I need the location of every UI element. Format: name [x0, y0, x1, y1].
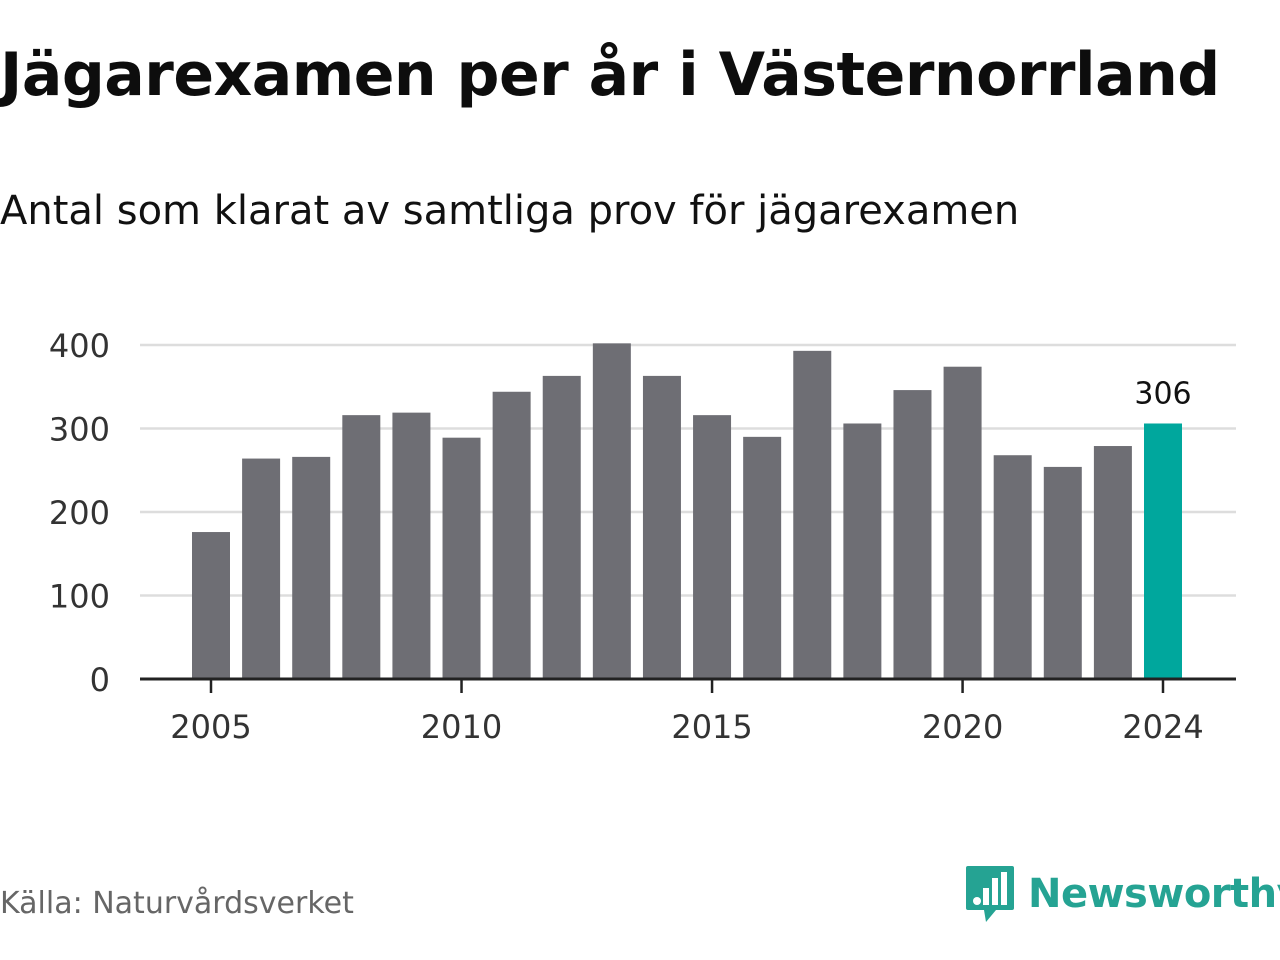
- bar: [292, 456, 331, 679]
- y-tick-label: 0: [90, 661, 110, 699]
- source-note: Källa: Naturvårdsverket: [0, 886, 354, 921]
- bar: [442, 437, 481, 679]
- bar: [492, 391, 531, 679]
- bar: [693, 415, 732, 679]
- bar: [192, 532, 230, 679]
- brand-logo: Newsworthy: [964, 864, 1280, 924]
- tick-labels: 0 100 200 300 400 306 2005 2010 2015 2020 2024: [49, 327, 1236, 746]
- y-tick-label: 100: [49, 578, 110, 616]
- bars: [192, 343, 1182, 679]
- bar: [843, 423, 882, 679]
- bar: [793, 350, 832, 679]
- x-tick-label: 2015: [671, 708, 752, 746]
- bar: [1093, 446, 1132, 679]
- y-tick-label: 200: [49, 494, 110, 532]
- chart-title: Jägarexamen per år i Västernorrland: [0, 40, 1220, 110]
- bar: [893, 390, 932, 679]
- bar: [542, 375, 581, 679]
- x-tick-label: 2005: [170, 708, 251, 746]
- bar: [642, 375, 681, 679]
- bar: [392, 412, 431, 679]
- bar: [1043, 466, 1082, 679]
- y-tick-label: 400: [49, 327, 110, 365]
- bar: [993, 455, 1032, 679]
- bar: [592, 343, 631, 679]
- y-tick-label: 300: [49, 411, 110, 449]
- x-tick-label: 2024: [1122, 708, 1203, 746]
- bar: [242, 458, 281, 679]
- brand-name: Newsworthy: [1028, 871, 1280, 917]
- bar: [943, 366, 982, 679]
- bar: [342, 415, 381, 679]
- bar-highlight: [1144, 423, 1182, 679]
- x-tick-label: 2010: [421, 708, 502, 746]
- data-label: 306: [1134, 376, 1191, 411]
- newsworthy-logo-icon: [966, 866, 1014, 922]
- chart-subtitle: Antal som klarat av samtliga prov för jä…: [0, 188, 1020, 234]
- x-tick-label: 2020: [922, 708, 1003, 746]
- bar: [743, 436, 782, 679]
